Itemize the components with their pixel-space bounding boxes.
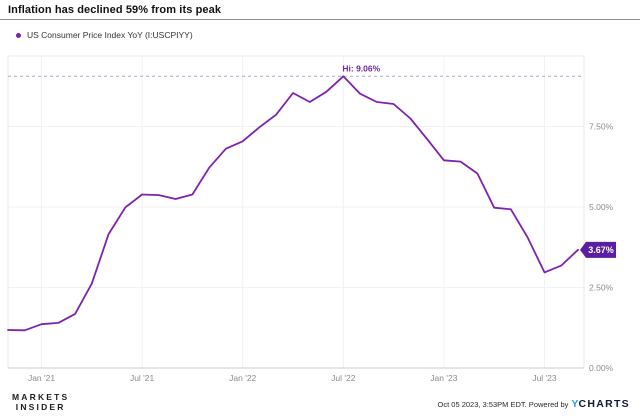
page-title: Inflation has declined 59% from its peak [8,4,222,16]
y-tick-label: 5.00% [589,202,614,212]
x-tick-label: Jan '22 [229,373,256,383]
x-tick-label: Jul '22 [331,373,356,383]
cpi-series-line [7,75,579,332]
x-tick-label: Jan '23 [430,373,457,383]
x-tick-label: Jul '23 [532,373,557,383]
ycharts-logo-text: CHARTS [578,398,630,410]
brand-line-1: MARKETS [12,392,70,402]
x-tick-label: Jan '21 [28,373,55,383]
y-tick-label: 7.50% [589,122,614,132]
y-tick-label: 2.50% [589,283,614,293]
ycharts-logo-y: Y [571,398,579,410]
timestamp-text: Oct 05 2023, 3:53PM EDT. Powered by [437,400,569,409]
attribution: Oct 05 2023, 3:53PM EDT. Powered by Y CHA… [438,398,630,410]
markets-insider-logo: MARKETS INSIDER [12,392,69,412]
last-value-badge [580,241,616,258]
y-tick-label: 0.00% [589,363,614,373]
legend: US Consumer Price Index YoY (I:USCPIYY) [16,29,193,41]
x-tick-label: Jul '21 [130,373,155,383]
last-value-badge-label: 3.67% [588,245,614,255]
high-annotation-label: Hi: 9.06% [342,63,380,73]
legend-series-label: US Consumer Price Index YoY (I:USCPIYY) [27,30,193,40]
legend-series-dot-icon [16,32,21,38]
brand-line-2: INSIDER [15,402,66,412]
title-divider [0,19,640,20]
